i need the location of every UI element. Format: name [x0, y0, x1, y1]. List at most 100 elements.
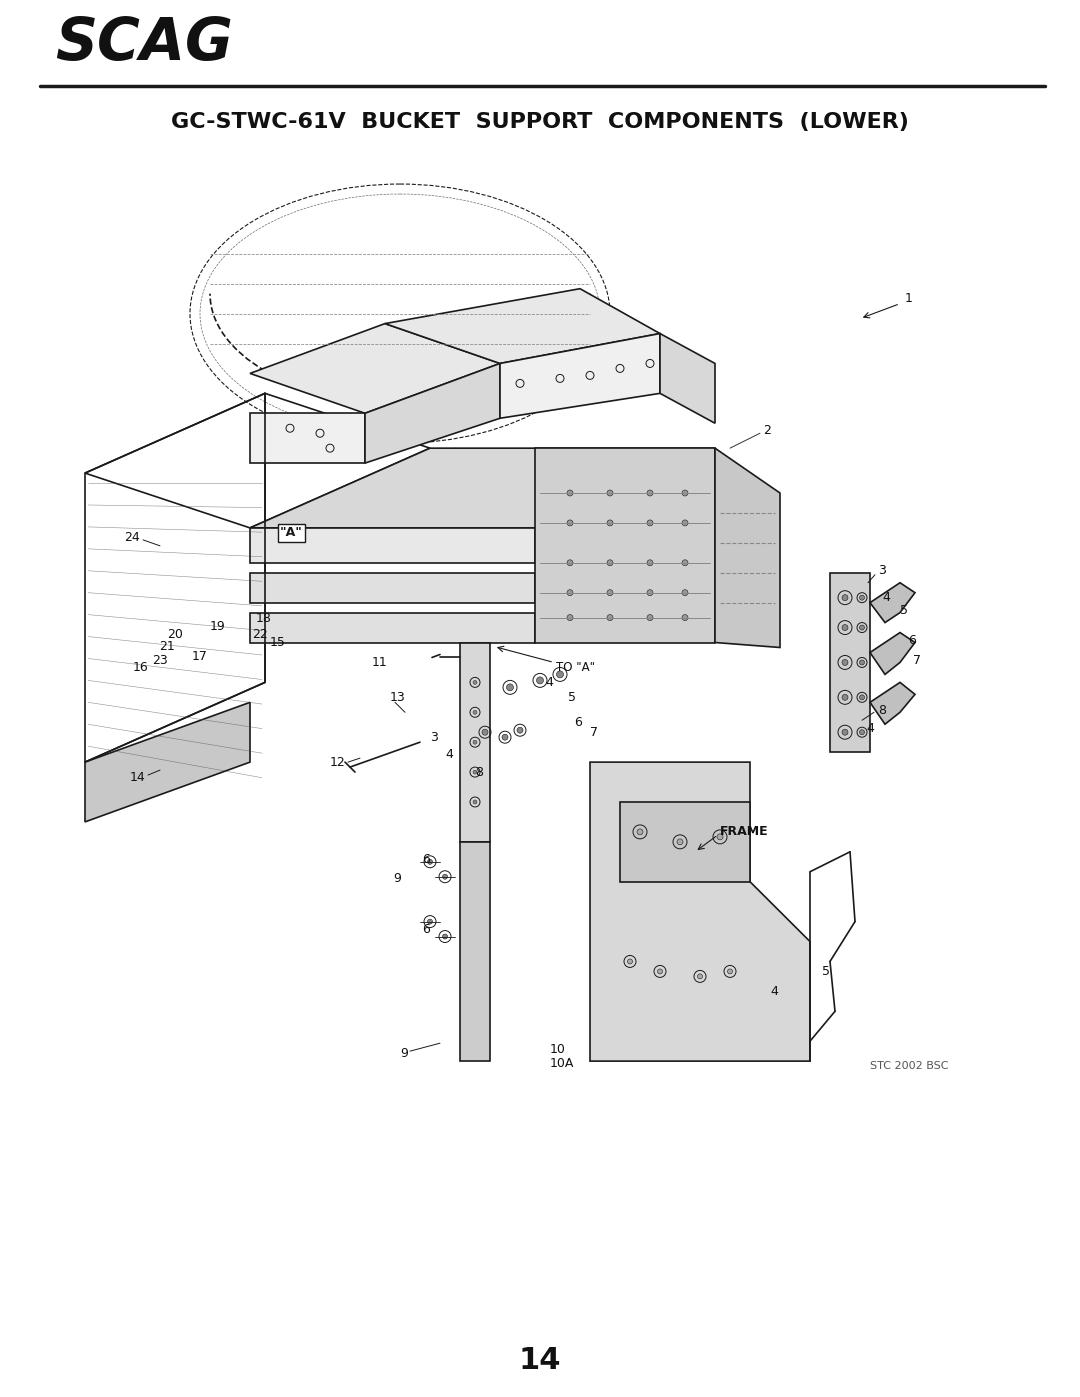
Polygon shape: [249, 324, 500, 414]
Circle shape: [647, 520, 653, 525]
Circle shape: [428, 859, 432, 865]
Polygon shape: [460, 643, 490, 842]
Circle shape: [507, 685, 513, 692]
Text: 15: 15: [270, 636, 286, 650]
Circle shape: [647, 615, 653, 620]
Text: 19: 19: [210, 620, 226, 633]
Circle shape: [567, 590, 573, 595]
Circle shape: [556, 671, 564, 678]
Text: 22: 22: [252, 629, 268, 641]
Polygon shape: [870, 682, 915, 724]
Circle shape: [860, 595, 864, 601]
Text: 4: 4: [866, 722, 874, 735]
Text: 14: 14: [518, 1345, 562, 1375]
Circle shape: [681, 615, 688, 620]
Text: 3: 3: [430, 731, 437, 743]
Circle shape: [842, 595, 848, 601]
Circle shape: [428, 919, 432, 923]
Text: 9: 9: [393, 872, 401, 886]
Polygon shape: [870, 583, 915, 623]
Circle shape: [647, 490, 653, 496]
Circle shape: [842, 694, 848, 700]
Text: 18: 18: [256, 612, 272, 624]
Circle shape: [647, 560, 653, 566]
Text: 2: 2: [762, 423, 771, 437]
Text: 23: 23: [152, 654, 168, 666]
Polygon shape: [249, 414, 365, 464]
Circle shape: [860, 624, 864, 630]
Polygon shape: [590, 763, 810, 1062]
Polygon shape: [500, 334, 660, 418]
Circle shape: [681, 520, 688, 525]
Text: 7: 7: [590, 725, 598, 739]
Text: 4: 4: [770, 985, 778, 997]
Text: 11: 11: [372, 657, 388, 669]
Circle shape: [637, 828, 643, 835]
Polygon shape: [660, 334, 715, 423]
Text: SCAG: SCAG: [55, 15, 233, 73]
Polygon shape: [85, 703, 249, 821]
Text: FRAME: FRAME: [720, 826, 769, 838]
Circle shape: [860, 659, 864, 665]
Text: 6: 6: [422, 923, 430, 936]
Text: 20: 20: [167, 629, 183, 641]
Circle shape: [860, 694, 864, 700]
Text: 6: 6: [573, 715, 582, 729]
Polygon shape: [249, 613, 535, 643]
Text: 6: 6: [908, 634, 916, 647]
Polygon shape: [249, 448, 715, 528]
Polygon shape: [365, 363, 500, 464]
Circle shape: [607, 490, 613, 496]
Text: 5: 5: [822, 965, 831, 978]
Circle shape: [607, 615, 613, 620]
Circle shape: [681, 560, 688, 566]
Text: 10: 10: [550, 1042, 566, 1056]
Circle shape: [502, 735, 508, 740]
Circle shape: [842, 659, 848, 665]
Text: 13: 13: [390, 692, 406, 704]
Polygon shape: [620, 802, 750, 882]
Circle shape: [537, 678, 543, 685]
Text: 17: 17: [192, 650, 207, 664]
Text: 7: 7: [913, 654, 921, 666]
Polygon shape: [384, 289, 660, 363]
Circle shape: [567, 490, 573, 496]
Circle shape: [728, 970, 732, 974]
Circle shape: [607, 520, 613, 525]
Text: 4: 4: [445, 747, 453, 760]
Text: 12: 12: [329, 756, 345, 768]
Circle shape: [473, 740, 477, 745]
Circle shape: [482, 729, 488, 735]
Polygon shape: [249, 573, 535, 602]
Text: 4: 4: [545, 676, 553, 689]
Circle shape: [443, 875, 447, 879]
Text: 8: 8: [878, 704, 886, 717]
Text: 6: 6: [422, 854, 430, 866]
Text: 5: 5: [568, 692, 576, 704]
Circle shape: [473, 680, 477, 685]
Circle shape: [473, 800, 477, 805]
Polygon shape: [831, 573, 870, 752]
Circle shape: [681, 590, 688, 595]
Circle shape: [658, 970, 662, 974]
Polygon shape: [249, 528, 535, 563]
Polygon shape: [870, 633, 915, 675]
Circle shape: [627, 958, 633, 964]
Circle shape: [860, 729, 864, 735]
Circle shape: [698, 974, 702, 979]
Polygon shape: [460, 842, 490, 1062]
Circle shape: [681, 490, 688, 496]
Circle shape: [842, 729, 848, 735]
Text: 10A: 10A: [550, 1056, 575, 1070]
Text: 1: 1: [905, 292, 913, 305]
Circle shape: [607, 560, 613, 566]
Text: STC 2002 BSC: STC 2002 BSC: [870, 1062, 948, 1071]
Polygon shape: [535, 448, 715, 643]
Text: 3: 3: [878, 564, 886, 577]
Text: TO "A": TO "A": [556, 661, 595, 673]
Text: GC-STWC-61V  BUCKET  SUPPORT  COMPONENTS  (LOWER): GC-STWC-61V BUCKET SUPPORT COMPONENTS (L…: [171, 112, 909, 133]
Circle shape: [443, 935, 447, 939]
Circle shape: [677, 838, 683, 845]
Text: 14: 14: [130, 771, 145, 784]
Circle shape: [567, 560, 573, 566]
